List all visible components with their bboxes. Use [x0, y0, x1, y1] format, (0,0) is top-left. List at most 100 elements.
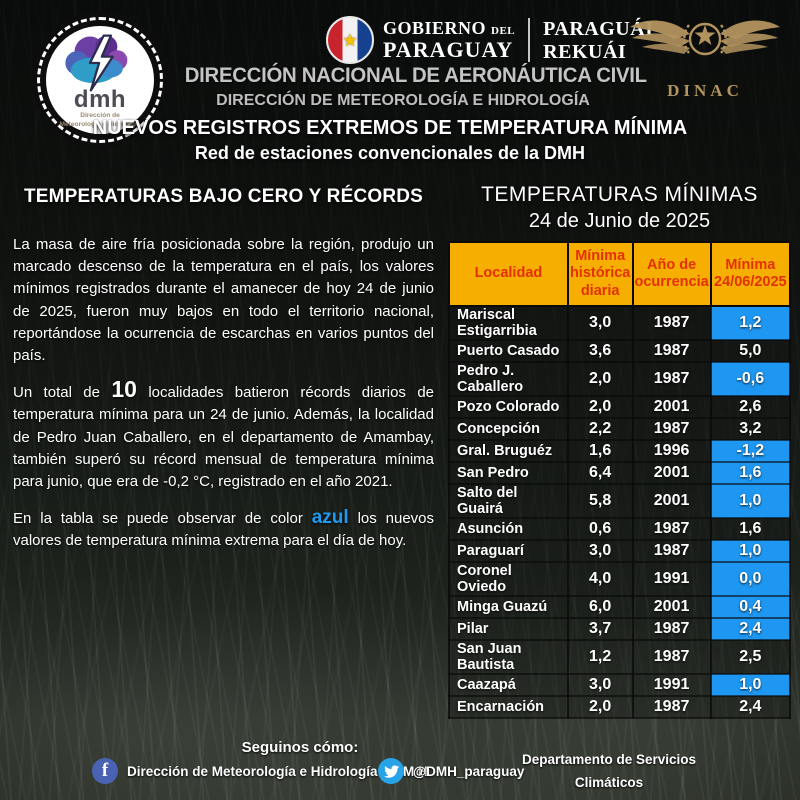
cell-minima-historica: 2,2 — [566, 418, 634, 442]
table-date: 24 de Junio de 2025 — [528, 210, 711, 232]
table-row: Puerto Casado 3,6 1987 5,0 — [448, 340, 792, 364]
col-header-localidad: Localidad — [448, 240, 569, 308]
cell-minima-hoy: -1,2 — [709, 440, 792, 464]
cell-localidad: Caazapá — [448, 674, 569, 698]
cell-anio: 1987 — [631, 540, 712, 564]
p2-before: Un total de — [13, 384, 112, 402]
cell-anio: 1987 — [631, 518, 712, 542]
cell-localidad: Pilar — [448, 618, 569, 642]
cell-minima-hoy: 2,5 — [709, 640, 792, 676]
table-body: Mariscal Estigarribia 3,0 1987 1,2 Puert… — [448, 306, 792, 720]
cell-minima-hoy: 1,2 — [709, 306, 792, 342]
cell-anio: 1987 — [631, 696, 712, 720]
cell-minima-hoy: 1,6 — [709, 462, 792, 486]
cell-minima-historica: 1,6 — [566, 440, 634, 464]
cell-minima-hoy: -0,6 — [709, 362, 792, 398]
col-header-minima-hoy: Mínima 24/06/2025 — [709, 240, 792, 308]
twitter-link[interactable]: @DMH_paraguay — [378, 758, 524, 784]
cell-localidad: Pozo Colorado — [448, 396, 569, 420]
cell-minima-hoy: 0,4 — [709, 596, 792, 620]
cell-minima-hoy: 1,0 — [709, 540, 792, 564]
cell-anio: 2001 — [631, 596, 712, 620]
table-row: Salto del Guairá 5,8 2001 1,0 — [448, 484, 792, 520]
gov-paraguay-logo: ★ GOBIERNO DEL PARAGUAY PARAGUÁI REKUÁI — [326, 16, 653, 64]
dinac-wings-icon — [630, 20, 780, 56]
dmh-logo-inner: dmh Dirección de Meteorología e Hidrolog… — [46, 26, 154, 134]
cell-minima-historica: 2,0 — [566, 362, 634, 398]
cell-minima-hoy: 2,4 — [709, 618, 792, 642]
table-row: Gral. Bruguéz 1,6 1996 -1,2 — [448, 440, 792, 464]
cell-anio: 1987 — [631, 362, 712, 398]
table-row: Paraguarí 3,0 1987 1,0 — [448, 540, 792, 564]
cell-minima-historica: 6,4 — [566, 462, 634, 486]
cell-minima-hoy: 3,2 — [709, 418, 792, 442]
minimum-temperatures-table: Localidad Mínima histórica diaria Año de… — [448, 240, 792, 720]
table-panel: TEMPERATURAS MÍNIMAS 24 de Junio de 2025… — [448, 183, 792, 720]
gov-word-paraguai: PARAGUÁI — [543, 17, 654, 40]
department-label: Departamento de Servicios Climáticos — [516, 749, 702, 795]
gov-logo-divider — [528, 18, 531, 62]
dinac-label: DINAC — [667, 81, 743, 100]
cell-minima-historica: 3,0 — [566, 540, 634, 564]
cell-localidad: Minga Guazú — [448, 596, 569, 620]
table-row: San Pedro 6,4 2001 1,6 — [448, 462, 792, 486]
cell-localidad: Salto del Guairá — [448, 484, 569, 520]
table-row: Pozo Colorado 2,0 2001 2,6 — [448, 396, 792, 420]
cell-localidad: San Pedro — [448, 462, 569, 486]
article-heading: TEMPERATURAS BAJO CERO Y RÉCORDS — [23, 186, 424, 207]
cell-anio: 1991 — [631, 562, 712, 598]
dmh-logo: dmh Dirección de Meteorología e Hidrolog… — [32, 12, 168, 148]
paragraph-1: La masa de aire fría posicionada sobre l… — [13, 236, 434, 364]
gov-word-paraguay: PARAGUAY — [383, 37, 514, 62]
gov-word-rekuai: REKUÁI — [543, 40, 627, 63]
gov-logo-guarani-text: PARAGUÁI REKUÁI — [543, 19, 653, 62]
gov-word-del: DEL — [491, 25, 516, 37]
p2-record-count: 10 — [111, 376, 137, 403]
col-header-minima-historica: Mínima histórica diaria — [566, 240, 634, 308]
facebook-link[interactable]: f Dirección de Meteorología e Hidrología… — [92, 758, 428, 784]
cell-localidad: Coronel Oviedo — [448, 562, 569, 598]
cell-anio: 1987 — [631, 306, 712, 342]
p3-before: En la tabla se puede observar de color — [13, 510, 312, 528]
cell-anio: 1996 — [631, 440, 712, 464]
table-row: Caazapá 3,0 1991 1,0 — [448, 674, 792, 698]
paragraph-3: En la tabla se puede observar de color a… — [13, 508, 434, 552]
cell-minima-historica: 6,0 — [566, 596, 634, 620]
cell-localidad: Gral. Bruguéz — [448, 440, 569, 464]
cell-anio: 2001 — [631, 396, 712, 420]
cell-localidad: Paraguarí — [448, 540, 569, 564]
cell-minima-historica: 3,0 — [566, 306, 634, 342]
dinac-logo: DINAC — [624, 12, 786, 101]
cell-anio: 1987 — [631, 340, 712, 364]
banner-nuevos-registros: NUEVOS REGISTROS EXTREMOS DE TEMPERATURA… — [92, 117, 688, 139]
cell-anio: 1987 — [631, 640, 712, 676]
title-meteorologia-hidrologia: DIRECCIÓN DE METEOROLOGÍA E HIDROLOGÍA — [216, 92, 590, 109]
table-row: Encarnación 2,0 1987 2,4 — [448, 696, 792, 720]
cell-anio: 1991 — [631, 674, 712, 698]
cell-minima-historica: 0,6 — [566, 518, 634, 542]
cell-minima-historica: 5,8 — [566, 484, 634, 520]
dmh-logo-dashed-ring — [37, 17, 163, 143]
cloud-lightning-icon — [65, 34, 128, 92]
cell-minima-hoy: 2,6 — [709, 396, 792, 420]
p2-after: localidades batieron récords diarios de … — [13, 384, 435, 490]
table-row: Minga Guazú 6,0 2001 0,4 — [448, 596, 792, 620]
paraguay-emblem-icon: ★ — [326, 16, 374, 64]
twitter-icon — [378, 758, 404, 784]
cell-minima-historica: 2,0 — [566, 396, 634, 420]
cell-minima-historica: 3,6 — [566, 340, 634, 364]
table-row: San Juan Bautista 1,2 1987 2,5 — [448, 640, 792, 676]
cell-minima-historica: 4,0 — [566, 562, 634, 598]
table-row: Pilar 3,7 1987 2,4 — [448, 618, 792, 642]
table-row: Pedro J. Caballero 2,0 1987 -0,6 — [448, 362, 792, 398]
cell-localidad: Puerto Casado — [448, 340, 569, 364]
dmh-logo-subtitle-line2: Meteorología e Hidrología — [59, 120, 141, 128]
cell-minima-hoy: 1,6 — [709, 518, 792, 542]
department-line2: Climáticos — [574, 774, 644, 790]
cell-anio: 1987 — [631, 618, 712, 642]
cell-minima-hoy: 1,0 — [709, 674, 792, 698]
star-icon: ★ — [342, 30, 358, 50]
dmh-logo-text: dmh — [73, 86, 127, 113]
cell-anio: 1987 — [631, 418, 712, 442]
